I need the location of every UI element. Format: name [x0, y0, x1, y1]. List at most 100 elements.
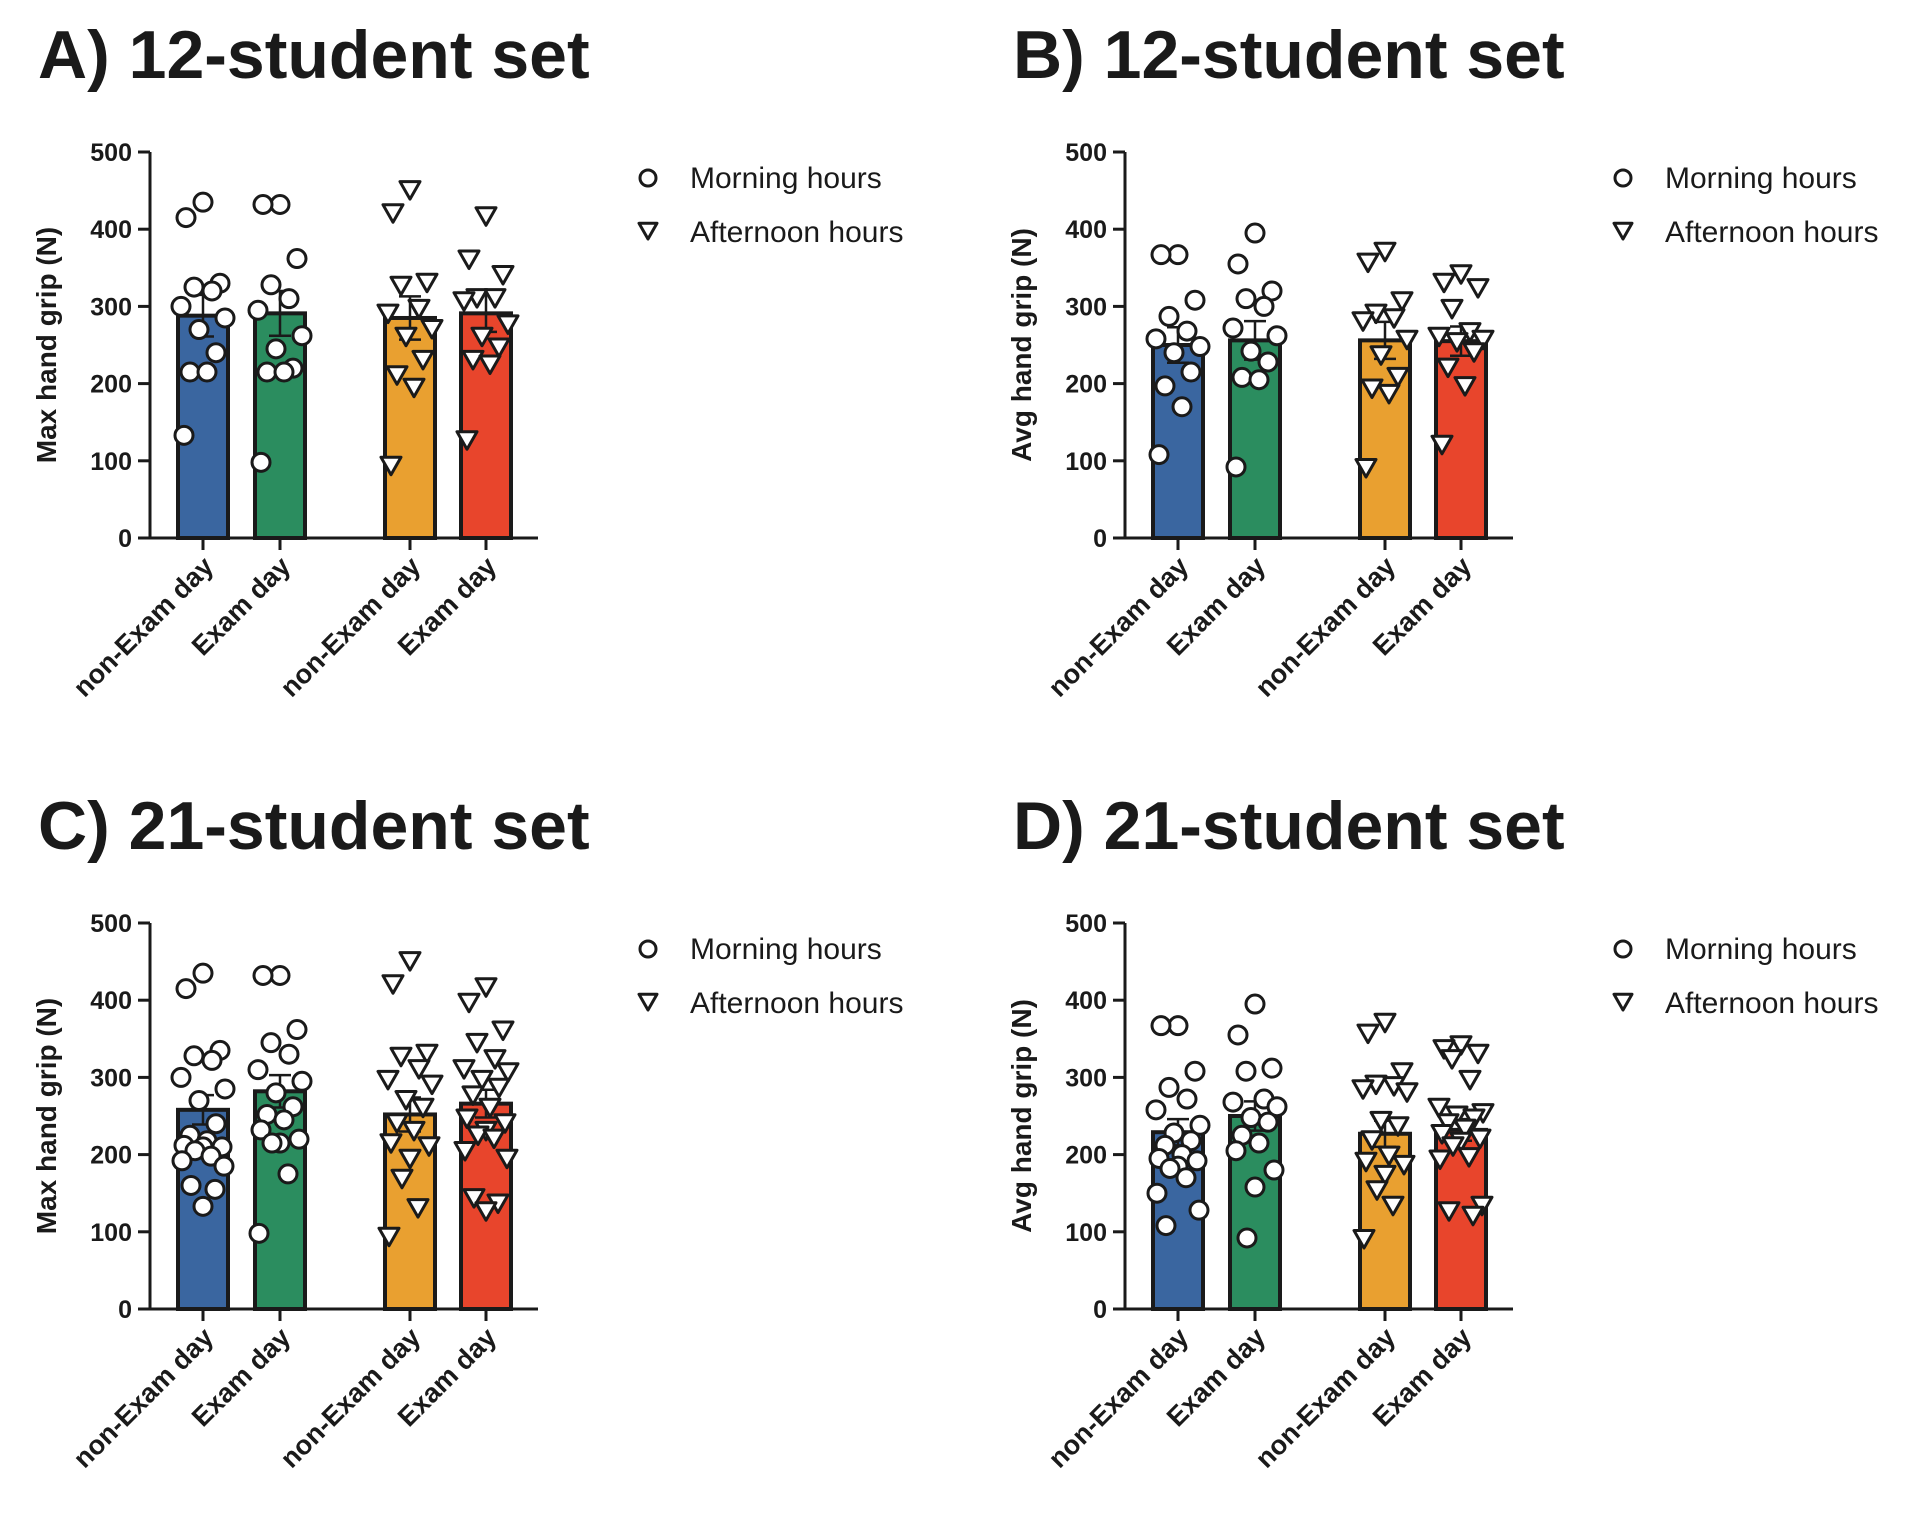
data-point: [265, 338, 287, 360]
data-point: [1263, 1159, 1285, 1181]
data-point: [188, 319, 210, 341]
data-point: [1184, 289, 1206, 311]
series-group: [170, 962, 236, 1311]
data-point: [379, 455, 403, 477]
data-point: [398, 180, 422, 201]
y-tick-label: 200: [1065, 371, 1107, 399]
data-point: [478, 354, 502, 375]
data-point: [407, 1059, 431, 1080]
y-axis-label: Avg hand grip (N): [1006, 999, 1037, 1233]
data-point: [1145, 328, 1167, 350]
data-point: [385, 365, 409, 386]
data-point: [376, 303, 400, 325]
x-tick-label: non-Exam day: [1250, 551, 1402, 703]
data-point: [269, 193, 291, 215]
data-point: [1146, 1182, 1168, 1204]
data-point: [1354, 1151, 1378, 1173]
data-point: [1352, 1229, 1376, 1250]
data-point: [1227, 253, 1249, 275]
panel-a: A) 12-student set Max hand grip (N) 0 100 20…: [0, 0, 954, 756]
data-point: [265, 1082, 287, 1104]
y-axis-label: Max hand grip (N): [31, 227, 62, 463]
data-point: [1351, 1079, 1375, 1100]
data-point: [214, 307, 236, 329]
data-point: [411, 349, 435, 371]
y-tick-label: 100: [1065, 1219, 1107, 1247]
data-point: [420, 1074, 444, 1096]
data-point: [1244, 1176, 1266, 1198]
triangle-down-icon: [1612, 221, 1634, 241]
x-tick-label: non-Exam day: [1250, 1322, 1402, 1474]
data-point: [1427, 1097, 1451, 1119]
circle-icon: [638, 168, 658, 188]
circle-icon: [638, 939, 658, 959]
data-point: [247, 1059, 269, 1081]
data-point: [377, 1226, 401, 1248]
data-point: [1354, 458, 1378, 479]
data-point: [406, 1198, 430, 1219]
data-point: [1225, 456, 1247, 478]
data-point: [474, 1201, 498, 1222]
series-group: [1145, 1015, 1211, 1311]
data-point: [1257, 1111, 1279, 1133]
data-point: [1437, 1201, 1461, 1222]
panel-c: C) 21-student set Max hand grip (N) 0 100 20…: [0, 771, 954, 1527]
data-point: [1261, 1057, 1283, 1079]
data-point: [192, 1195, 214, 1217]
data-point: [1427, 326, 1451, 348]
data-point: [192, 191, 214, 213]
data-point: [1222, 317, 1244, 339]
circle-icon: [1613, 939, 1633, 959]
data-point: [1266, 325, 1288, 347]
data-point: [1235, 1060, 1257, 1082]
data-point: [1395, 1082, 1419, 1103]
y-tick-label: 100: [90, 1219, 132, 1247]
data-point: [398, 951, 422, 972]
data-point: [260, 274, 282, 296]
data-point: [1236, 1227, 1258, 1249]
data-point: [1436, 357, 1460, 379]
data-point: [1244, 222, 1266, 244]
data-point: [493, 1113, 517, 1134]
data-point: [390, 1168, 414, 1190]
legend-afternoon-label: Afternoon hours: [1665, 216, 1878, 249]
data-point: [470, 1069, 494, 1091]
data-point: [1382, 308, 1406, 329]
y-tick-label: 400: [90, 216, 132, 244]
series-group: [247, 193, 313, 540]
data-point: [291, 325, 313, 347]
data-point: [214, 1078, 236, 1100]
data-point: [1171, 396, 1193, 418]
data-point: [465, 1032, 489, 1054]
data-point: [1240, 1107, 1262, 1129]
data-point: [1386, 366, 1410, 388]
legend-afternoon-label: Afternoon hours: [1665, 987, 1878, 1020]
data-point: [1189, 1114, 1211, 1136]
data-point: [1373, 1164, 1397, 1186]
triangle-down-icon: [637, 992, 659, 1012]
series-group: [1351, 1012, 1419, 1312]
chart-title: C) 21-student set: [38, 788, 590, 864]
data-point: [462, 1188, 486, 1209]
series-group: [1351, 241, 1419, 541]
data-point: [381, 203, 405, 224]
data-point: [1167, 1015, 1189, 1037]
data-point: [1453, 376, 1477, 397]
data-point: [1180, 361, 1202, 383]
series-group: [1145, 244, 1211, 540]
data-point: [171, 1150, 193, 1172]
data-point: [1248, 369, 1270, 391]
data-point: [398, 1148, 422, 1170]
data-point: [491, 265, 515, 286]
data-point: [252, 964, 274, 986]
data-point: [455, 430, 479, 451]
data-point: [379, 1133, 403, 1154]
data-point: [470, 326, 494, 348]
data-point: [1445, 332, 1469, 353]
data-point: [491, 1020, 515, 1041]
x-tick-label: non-Exam day: [1043, 1322, 1195, 1474]
y-tick-label: 500: [1065, 139, 1107, 167]
data-point: [1186, 1150, 1208, 1172]
panel-b: B) 12-student set Avg hand grip (N) 0 100 20…: [975, 0, 1908, 756]
data-point: [278, 288, 300, 310]
